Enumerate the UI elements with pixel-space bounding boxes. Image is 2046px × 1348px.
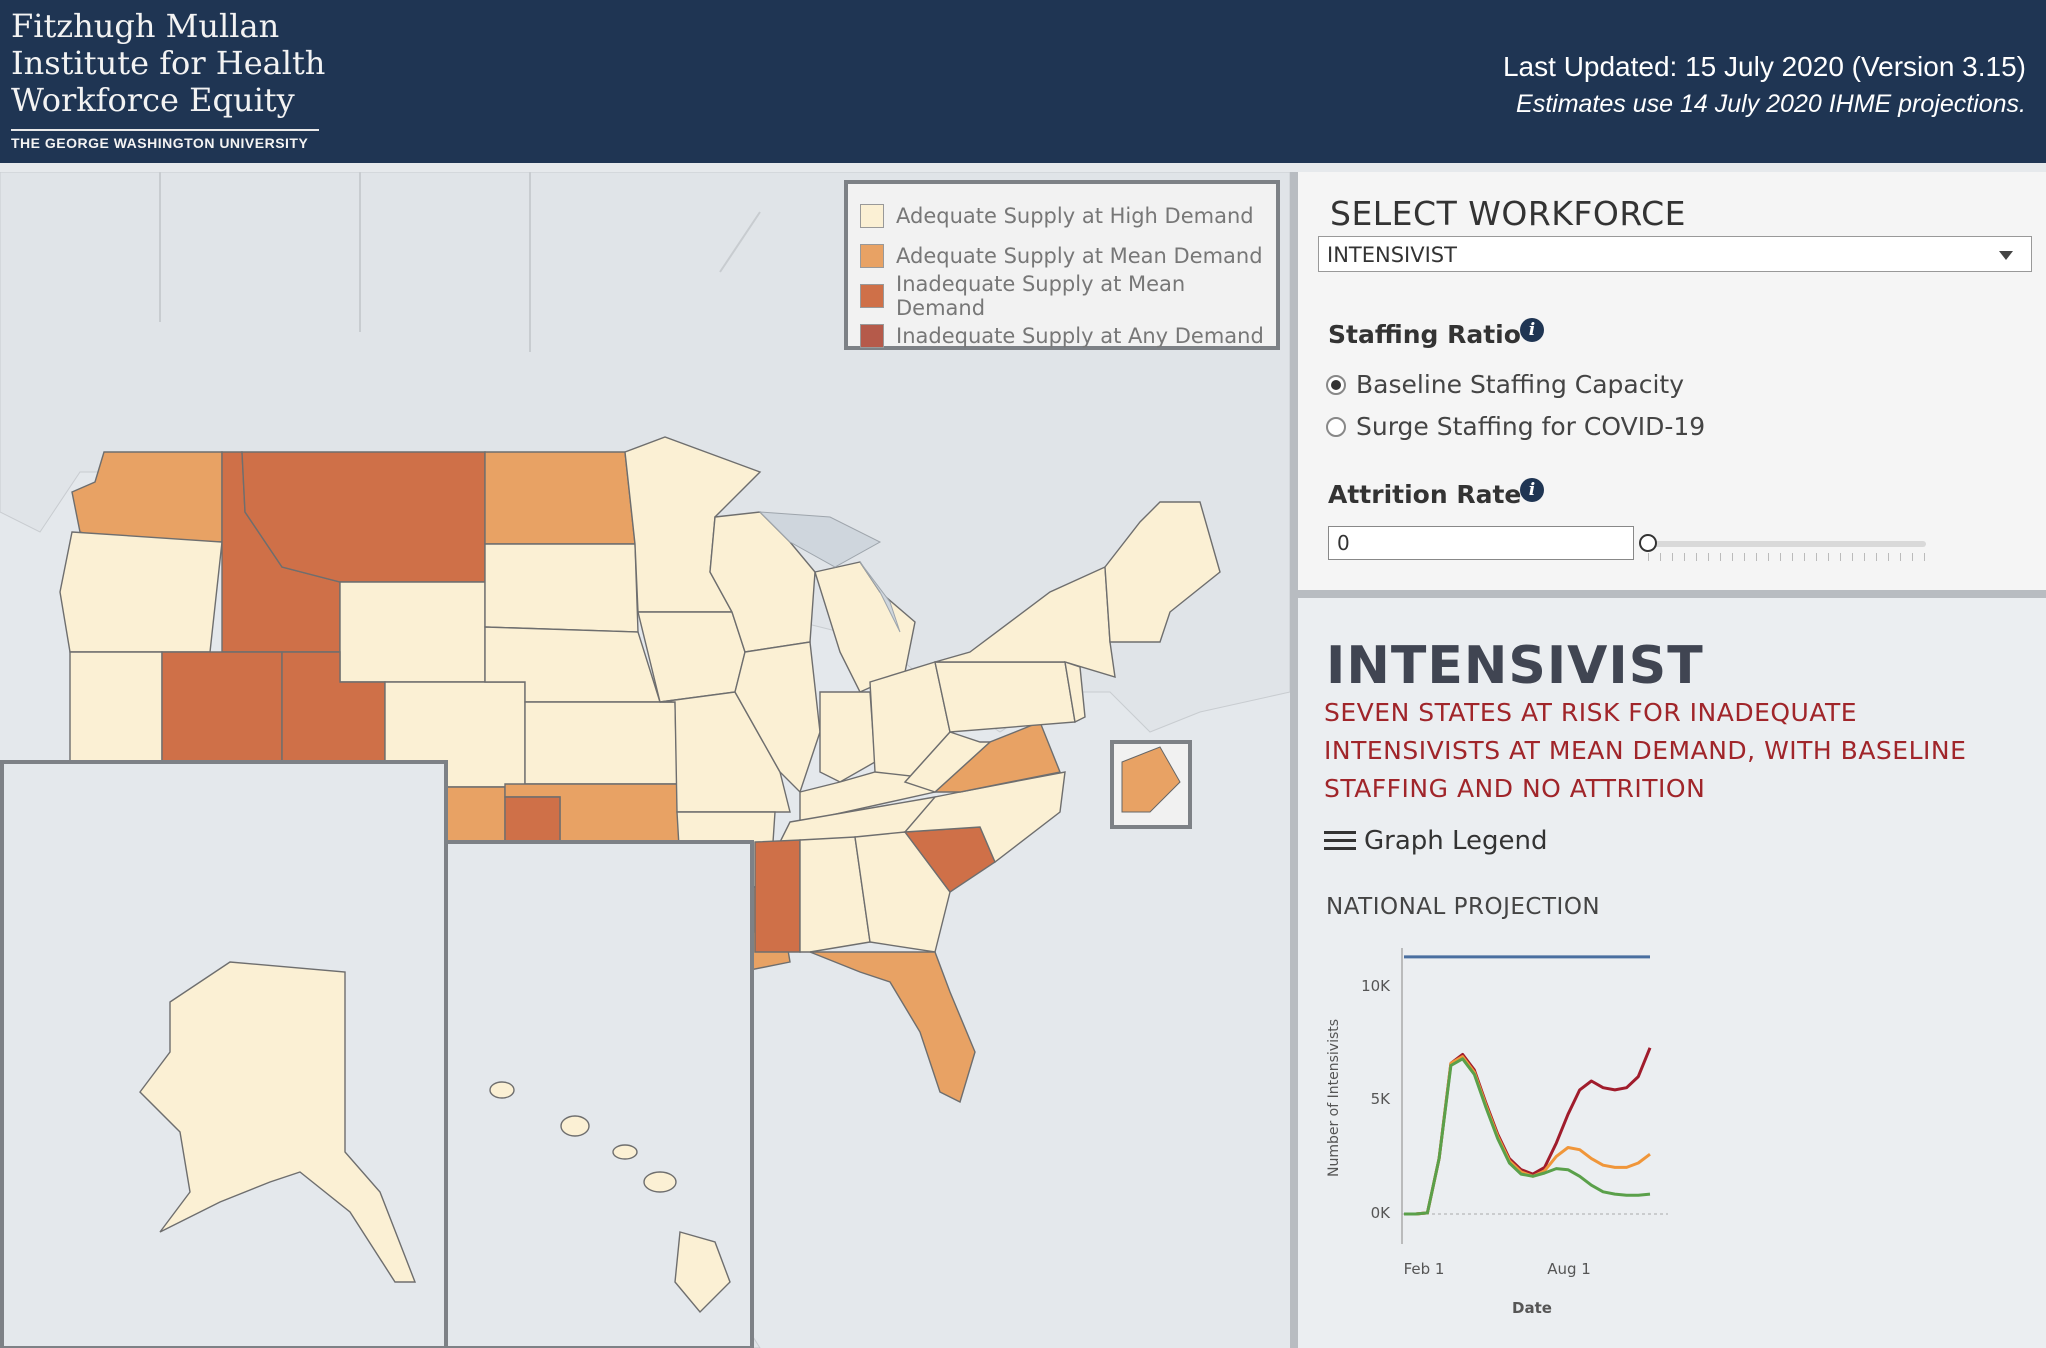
state-west-virginia[interactable]: [903, 731, 992, 793]
state-south-dakota[interactable]: [484, 543, 639, 633]
legend-item-inadequate-mean[interactable]: Inadequate Supply at Mean Demand: [860, 272, 1276, 320]
select-workforce-title: SELECT WORKFORCE: [1330, 194, 1687, 233]
last-updated-text: Last Updated: 15 July 2020 (Version 3.15…: [1502, 51, 2026, 82]
info-icon[interactable]: i: [1520, 318, 1544, 342]
state-new-york[interactable]: [934, 565, 1116, 678]
horizontal-divider: [1298, 590, 2046, 598]
summary-panel: INTENSIVIST SEVEN STATES AT RISK FOR INA…: [1298, 598, 2046, 1348]
map-legend: Adequate Supply at High Demand Adequate …: [844, 180, 1280, 350]
attrition-rate-label: Attrition Rate: [1328, 480, 1522, 509]
controls-panel: SELECT WORKFORCE INTENSIVIST Staffing Ra…: [1298, 172, 2046, 590]
risk-summary: SEVEN STATES AT RISK FOR INADEQUATE INTE…: [1324, 698, 1967, 803]
attrition-slider-ticks: [1648, 553, 1928, 561]
attrition-slider-thumb[interactable]: [1639, 534, 1657, 552]
y-axis-label: Number of Intensivists: [1326, 1019, 1342, 1177]
legend-item-inadequate-any[interactable]: Inadequate Supply at Any Demand: [860, 316, 1276, 356]
institute-logo[interactable]: Fitzhugh Mullan Institute for Health Wor…: [11, 8, 325, 151]
attrition-rate-input[interactable]: 0: [1328, 526, 1634, 560]
x-tick-feb: Feb 1: [1404, 1260, 1445, 1278]
state-alabama[interactable]: [799, 836, 871, 953]
radio-baseline-staffing[interactable]: Baseline Staffing Capacity: [1326, 370, 1684, 399]
state-florida[interactable]: [809, 951, 976, 1103]
legend-item-mean-demand[interactable]: Adequate Supply at Mean Demand: [860, 236, 1276, 276]
us-map-svg[interactable]: [0, 172, 1290, 1348]
menu-icon[interactable]: [1324, 830, 1356, 852]
state-north-carolina[interactable]: [903, 771, 1066, 864]
state-montana[interactable]: [241, 451, 486, 583]
national-projection-chart[interactable]: 0K 5K 10K Feb 1 Aug 1 Date Number of Int…: [1298, 928, 2046, 1348]
state-mississippi[interactable]: [754, 839, 801, 953]
radio-baseline-label: Baseline Staffing Capacity: [1356, 370, 1685, 399]
info-icon[interactable]: i: [1520, 478, 1544, 502]
staffing-ratio-label: Staffing Ratio: [1328, 320, 1521, 349]
legend-label-mean: Adequate Supply at Mean Demand: [896, 244, 1263, 268]
radio-surge-label: Surge Staffing for COVID-19: [1356, 412, 1706, 441]
state-new-england[interactable]: [1104, 501, 1221, 643]
legend-swatch-high: [860, 204, 884, 228]
update-info: Last Updated: 15 July 2020 (Version 3.15…: [1503, 48, 2026, 122]
legend-item-high-demand[interactable]: Adequate Supply at High Demand: [860, 196, 1276, 236]
x-tick-aug: Aug 1: [1547, 1260, 1591, 1278]
logo-university: THE GEORGE WASHINGTON UNIVERSITY: [11, 129, 319, 151]
chart-series: [1404, 955, 1652, 1216]
us-map[interactable]: [0, 172, 1290, 1348]
state-wyoming[interactable]: [339, 581, 486, 683]
legend-swatch-inadequate-any: [860, 324, 884, 348]
series-line-3[interactable]: [1404, 1057, 1651, 1216]
state-kansas[interactable]: [524, 701, 678, 785]
canada-borders: [159, 172, 761, 352]
legend-swatch-mean: [860, 244, 884, 268]
radio-unchecked-icon[interactable]: [1326, 416, 1346, 437]
legend-label-inadequate-any: Inadequate Supply at Any Demand: [896, 324, 1264, 348]
state-georgia[interactable]: [854, 831, 951, 953]
state-hawaii[interactable]: [489, 1081, 731, 1314]
vertical-divider: [1290, 172, 1298, 1348]
state-oregon[interactable]: [59, 531, 223, 653]
header-bar: Fitzhugh Mullan Institute for Health Wor…: [0, 0, 2046, 163]
state-north-dakota[interactable]: [484, 451, 636, 545]
legend-label-inadequate-mean: Inadequate Supply at Mean Demand: [896, 272, 1186, 320]
state-alaska[interactable]: [139, 961, 417, 1283]
state-indiana[interactable]: [819, 691, 876, 783]
logo-line-2: Institute for Health: [11, 44, 326, 82]
radio-checked-icon[interactable]: [1326, 374, 1346, 395]
state-new-jersey[interactable]: [1064, 660, 1086, 724]
chevron-down-icon[interactable]: [1999, 251, 2013, 260]
legend-label-high: Adequate Supply at High Demand: [896, 204, 1254, 228]
x-axis-label: Date: [1512, 1299, 1552, 1317]
legend-swatch-inadequate-mean: [860, 284, 884, 308]
workforce-select[interactable]: INTENSIVIST: [1318, 236, 2032, 272]
y-tick-5k: 5K: [1371, 1090, 1392, 1108]
logo-line-3: Workforce Equity: [11, 81, 295, 119]
graph-legend-label: Graph Legend: [1364, 826, 1548, 856]
graph-legend-toggle[interactable]: Graph Legend: [1324, 826, 1548, 856]
national-projection-label: NATIONAL PROJECTION: [1326, 894, 1601, 920]
state-dc[interactable]: [1121, 746, 1181, 813]
attrition-slider-track[interactable]: [1646, 541, 1926, 547]
workforce-select-value: INTENSIVIST: [1327, 243, 1457, 267]
lake-huron: [859, 561, 901, 633]
series-line-1[interactable]: [1404, 1047, 1652, 1216]
y-tick-0: 0K: [1371, 1204, 1392, 1222]
great-lakes: [758, 511, 882, 568]
state-pennsylvania[interactable]: [934, 661, 1076, 733]
estimates-note: Estimates use 14 July 2020 IHME projecti…: [1516, 90, 2026, 118]
logo-line-1: Fitzhugh Mullan: [11, 7, 280, 45]
radio-surge-staffing[interactable]: Surge Staffing for COVID-19: [1326, 412, 1705, 441]
workforce-title: INTENSIVIST: [1326, 636, 1704, 696]
y-tick-10k: 10K: [1361, 977, 1391, 995]
